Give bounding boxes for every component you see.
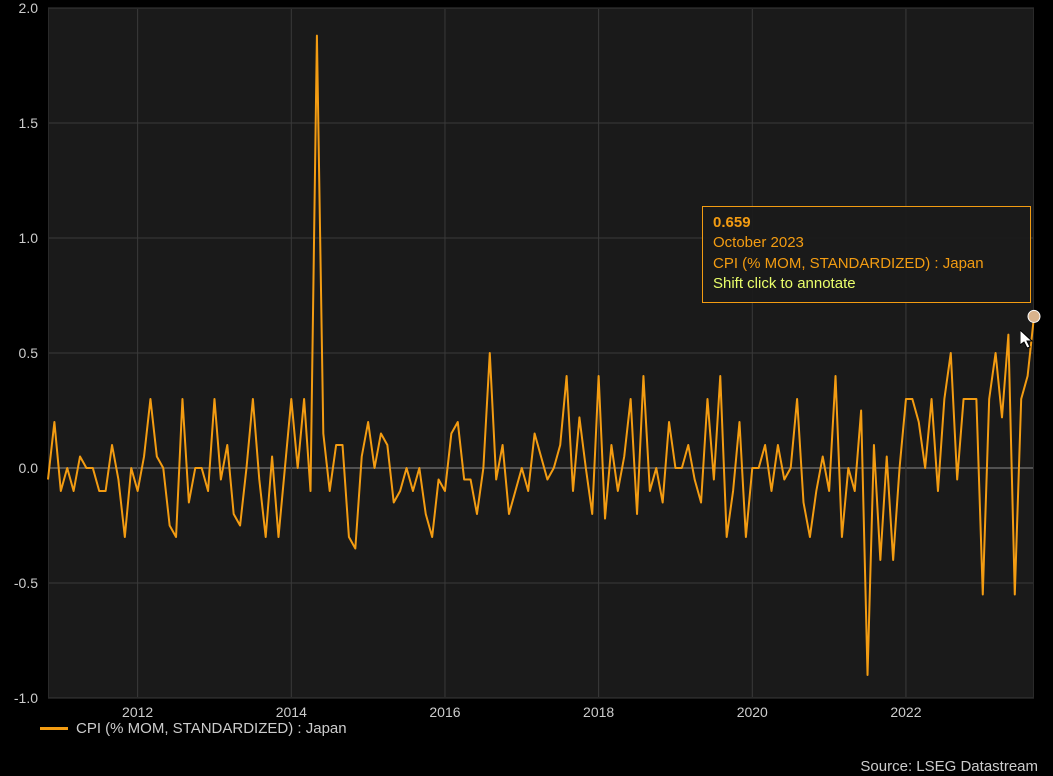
x-tick-label: 2020 <box>737 704 768 720</box>
x-tick-label: 2018 <box>583 704 614 720</box>
y-tick-label: 1.0 <box>0 230 38 246</box>
legend-swatch <box>40 727 68 730</box>
source-label: Source: LSEG Datastream <box>860 758 1038 775</box>
chart-container: 201220142016201820202022 CPI (% MOM, STA… <box>0 0 1053 776</box>
hover-marker <box>1028 310 1040 322</box>
x-tick-label: 2016 <box>429 704 460 720</box>
x-tick-label: 2012 <box>122 704 153 720</box>
y-tick-label: -0.5 <box>0 575 38 591</box>
y-tick-label: 1.5 <box>0 115 38 131</box>
tooltip: 0.659 October 2023 CPI (% MOM, STANDARDI… <box>702 206 1031 303</box>
legend: CPI (% MOM, STANDARDIZED) : Japan <box>40 720 347 737</box>
tooltip-series: CPI (% MOM, STANDARDIZED) : Japan <box>713 254 1020 274</box>
x-tick-label: 2022 <box>890 704 921 720</box>
y-tick-label: 0.0 <box>0 460 38 476</box>
y-tick-label: 0.5 <box>0 345 38 361</box>
legend-label: CPI (% MOM, STANDARDIZED) : Japan <box>76 720 347 737</box>
x-tick-label: 2014 <box>276 704 307 720</box>
plot-area[interactable]: 201220142016201820202022 <box>48 8 1034 698</box>
y-tick-label: 2.0 <box>0 0 38 16</box>
tooltip-date: October 2023 <box>713 233 1020 253</box>
y-tick-label: -1.0 <box>0 690 38 706</box>
tooltip-value: 0.659 <box>713 213 1020 233</box>
series-line <box>48 8 1034 698</box>
tooltip-hint: Shift click to annotate <box>713 274 1020 294</box>
